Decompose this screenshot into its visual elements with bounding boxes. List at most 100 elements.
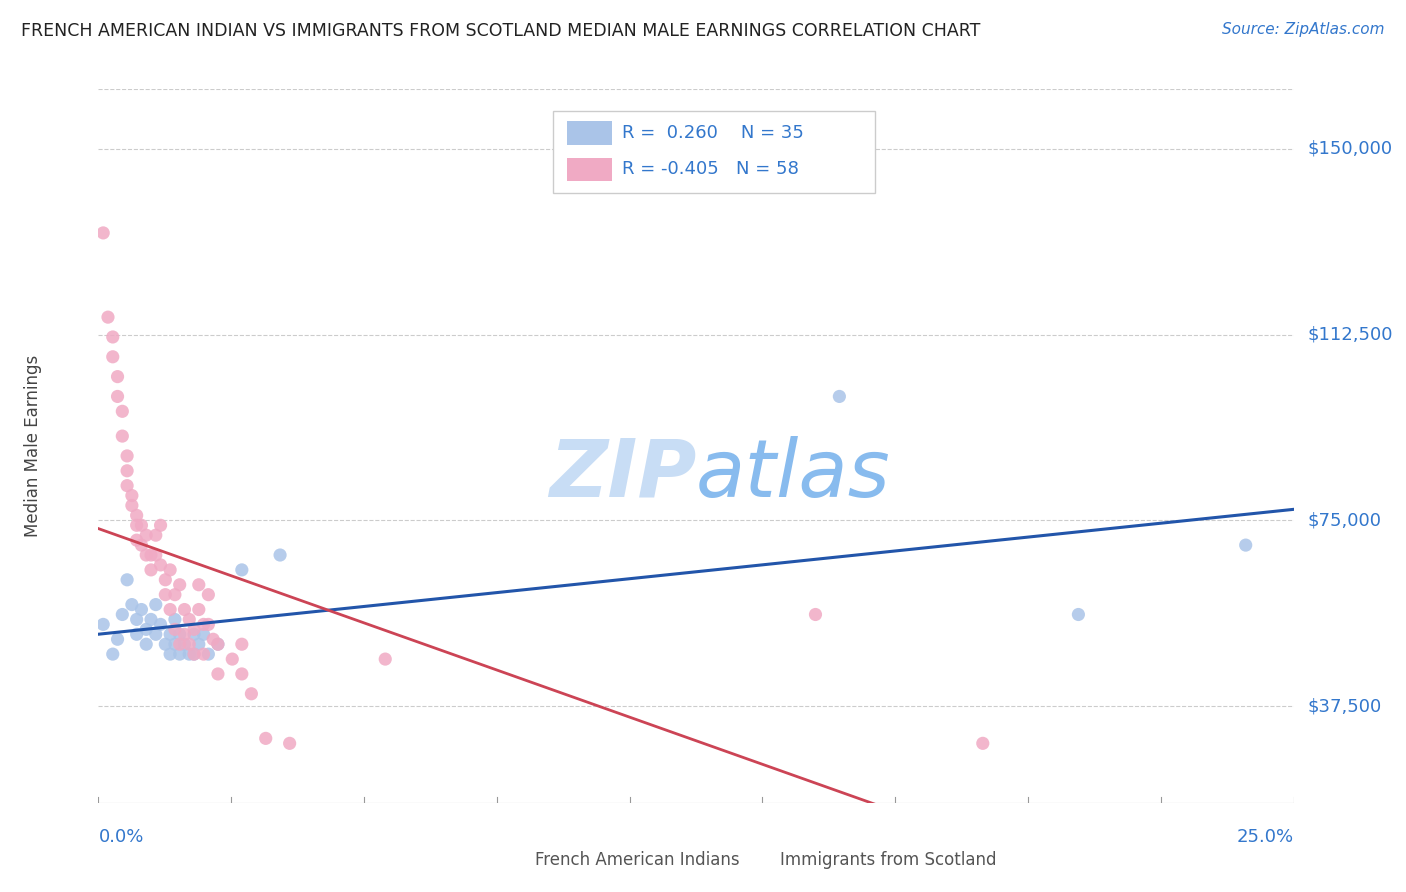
FancyBboxPatch shape [553,111,875,193]
Point [231,563,253,577]
Point [125,612,148,626]
Text: $112,500: $112,500 [1308,326,1393,343]
Text: $37,500: $37,500 [1308,698,1382,715]
Point [183,623,205,637]
Point [193,627,215,641]
Point [374,652,396,666]
Point [163,637,186,651]
Point [131,602,153,616]
Point [254,731,277,746]
Point [149,617,172,632]
Point [139,612,162,626]
Point [173,602,195,616]
Point [187,578,209,592]
Point [169,578,191,592]
Point [207,637,229,651]
Point [107,369,129,384]
Point [179,647,201,661]
Point [115,449,138,463]
Point [187,602,209,616]
Text: $75,000: $75,000 [1308,511,1382,529]
Point [197,617,219,632]
Point [91,617,114,632]
Point [159,647,181,661]
Point [149,558,172,572]
Point [193,617,215,632]
Point [828,389,851,403]
Text: $150,000: $150,000 [1308,140,1392,158]
Point [101,330,124,344]
Point [269,548,291,562]
Point [111,429,134,443]
Point [159,602,181,616]
Text: Immigrants from Scotland: Immigrants from Scotland [779,851,995,869]
Point [1234,538,1257,552]
Point [121,499,143,513]
Point [115,478,138,492]
Point [135,528,157,542]
Point [155,573,177,587]
Point [101,647,124,661]
Point [183,647,205,661]
Point [173,627,195,641]
Point [155,588,177,602]
Point [135,637,157,651]
Point [107,632,129,647]
Text: French American Indians: French American Indians [534,851,740,869]
Point [125,508,148,523]
Point [804,607,827,622]
Point [207,667,229,681]
FancyBboxPatch shape [567,121,612,145]
FancyBboxPatch shape [494,849,526,871]
Point [125,518,148,533]
Point [121,489,143,503]
Text: ZIP: ZIP [548,435,696,514]
Point [139,548,162,562]
FancyBboxPatch shape [738,849,772,871]
Point [169,647,191,661]
Point [231,667,253,681]
Point [121,598,143,612]
Point [135,548,157,562]
Point [107,389,129,403]
Point [179,612,201,626]
Point [155,637,177,651]
Point [139,563,162,577]
Point [197,647,219,661]
Point [159,563,181,577]
Point [972,736,994,750]
Point [149,518,172,533]
Text: R =  0.260    N = 35: R = 0.260 N = 35 [621,124,804,142]
Text: 25.0%: 25.0% [1236,828,1294,846]
Text: 0.0%: 0.0% [98,828,143,846]
Point [197,588,219,602]
Point [111,404,134,418]
Point [111,607,134,622]
Point [278,736,301,750]
Point [131,538,153,552]
Text: FRENCH AMERICAN INDIAN VS IMMIGRANTS FROM SCOTLAND MEDIAN MALE EARNINGS CORRELAT: FRENCH AMERICAN INDIAN VS IMMIGRANTS FRO… [21,22,980,40]
Point [131,518,153,533]
Point [125,533,148,548]
Point [163,588,186,602]
Point [125,627,148,641]
Point [169,637,191,651]
Point [202,632,225,647]
Text: R = -0.405   N = 58: R = -0.405 N = 58 [621,161,799,178]
Point [159,627,181,641]
Point [97,310,120,325]
Point [240,687,263,701]
Point [145,627,167,641]
Point [1067,607,1090,622]
Point [115,464,138,478]
Point [187,637,209,651]
Point [115,573,138,587]
Point [173,637,195,651]
Point [183,627,205,641]
Point [193,647,215,661]
Point [221,652,243,666]
Point [145,528,167,542]
Point [145,548,167,562]
Text: Source: ZipAtlas.com: Source: ZipAtlas.com [1222,22,1385,37]
Point [231,637,253,651]
